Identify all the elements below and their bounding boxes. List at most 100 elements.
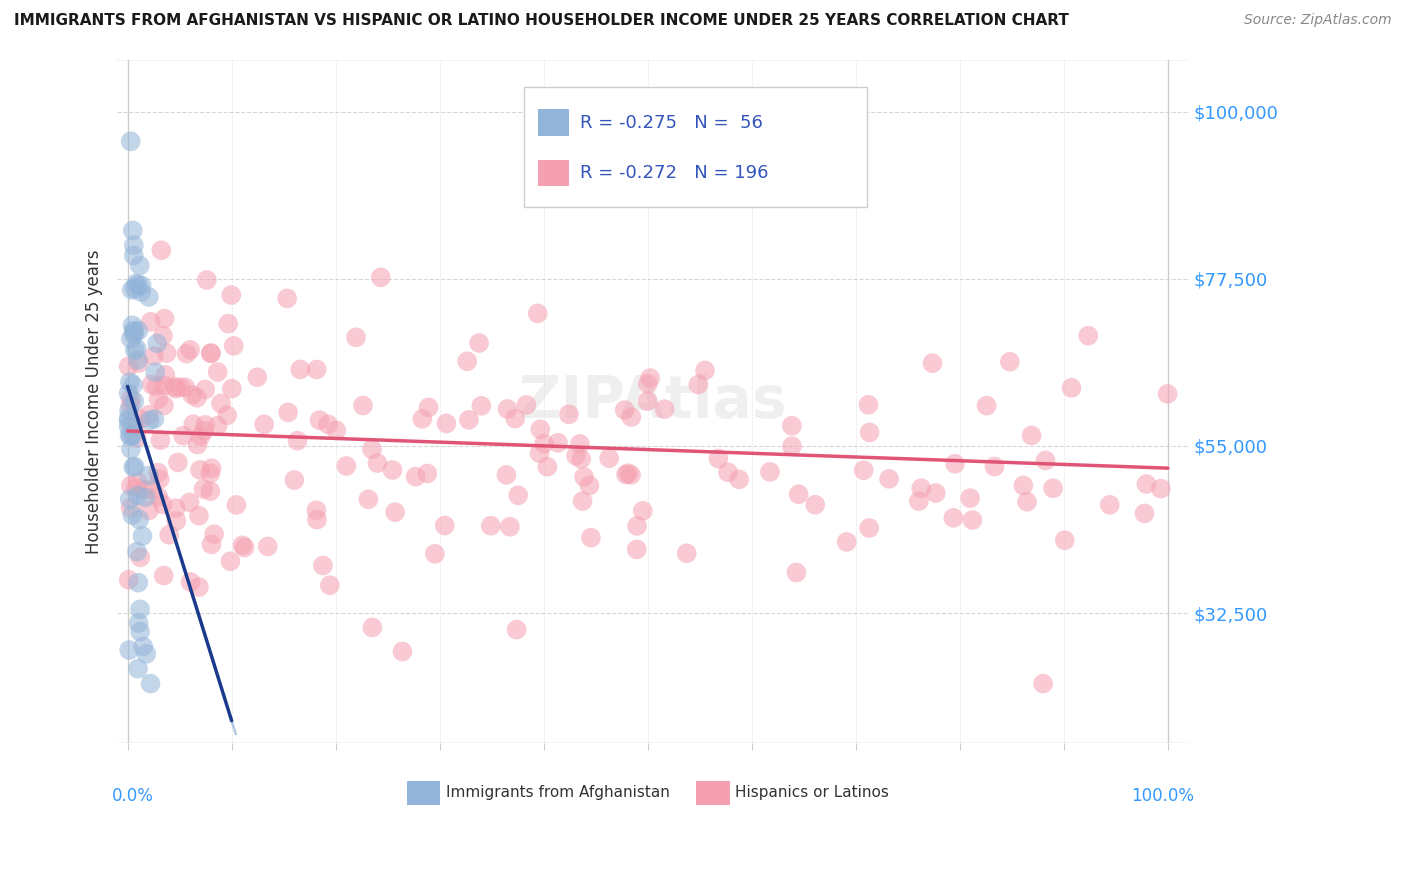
Point	[219, 288, 242, 302]
Point	[411, 412, 433, 426]
Point	[148, 466, 170, 480]
Point	[1053, 533, 1076, 548]
Point	[529, 446, 551, 460]
Text: Source: ZipAtlas.com: Source: ZipAtlas.com	[1244, 13, 1392, 28]
Point	[155, 368, 177, 382]
Point	[620, 467, 643, 482]
Point	[503, 411, 526, 425]
Point	[141, 482, 163, 496]
Point	[707, 451, 730, 466]
Point	[728, 472, 751, 486]
Point	[124, 459, 146, 474]
Point	[146, 336, 169, 351]
Point	[138, 408, 160, 422]
Point	[910, 481, 932, 495]
Point	[174, 380, 197, 394]
Point	[122, 327, 145, 342]
Point	[125, 431, 148, 445]
Point	[305, 512, 328, 526]
Point	[308, 413, 330, 427]
Point	[233, 541, 256, 555]
Point	[122, 324, 145, 338]
Point	[976, 399, 998, 413]
Point	[157, 528, 180, 542]
Point	[384, 505, 406, 519]
Point	[122, 238, 145, 252]
Point	[613, 403, 636, 417]
Point	[209, 396, 232, 410]
Point	[529, 422, 551, 436]
Point	[458, 413, 481, 427]
Point	[180, 574, 202, 589]
Point	[366, 456, 388, 470]
Point	[222, 339, 245, 353]
Point	[163, 380, 186, 394]
Point	[536, 459, 558, 474]
Point	[423, 547, 446, 561]
Point	[127, 277, 149, 292]
Point	[983, 459, 1005, 474]
Point	[150, 244, 173, 258]
Point	[1035, 453, 1057, 467]
Point	[717, 466, 740, 480]
Point	[508, 488, 530, 502]
Point	[118, 428, 141, 442]
Point	[129, 412, 152, 426]
Point	[231, 538, 253, 552]
Point	[381, 463, 404, 477]
Point	[804, 498, 827, 512]
Point	[125, 277, 148, 291]
Point	[207, 418, 229, 433]
Text: R = -0.272   N = 196: R = -0.272 N = 196	[581, 164, 769, 182]
Point	[418, 401, 440, 415]
Point	[598, 451, 620, 466]
Point	[569, 452, 592, 467]
Point	[121, 223, 143, 237]
Point	[759, 465, 782, 479]
Point	[617, 466, 640, 480]
Point	[128, 259, 150, 273]
Point	[495, 467, 517, 482]
Point	[219, 554, 242, 568]
Text: IMMIGRANTS FROM AFGHANISTAN VS HISPANIC OR LATINO HOUSEHOLDER INCOME UNDER 25 YE: IMMIGRANTS FROM AFGHANISTAN VS HISPANIC …	[14, 13, 1069, 29]
Point	[858, 521, 880, 535]
Point	[526, 306, 548, 320]
Point	[129, 285, 152, 299]
Point	[515, 398, 537, 412]
Point	[496, 401, 519, 416]
Point	[225, 498, 247, 512]
Point	[200, 537, 222, 551]
Point	[190, 429, 212, 443]
Point	[120, 332, 142, 346]
Point	[1032, 676, 1054, 690]
Text: Hispanics or Latinos: Hispanics or Latinos	[735, 785, 889, 799]
Point	[578, 478, 600, 492]
Point	[626, 542, 648, 557]
Point	[179, 343, 201, 357]
Point	[319, 578, 342, 592]
Text: R = -0.275   N =  56: R = -0.275 N = 56	[581, 114, 763, 132]
Point	[316, 417, 339, 432]
Point	[1098, 498, 1121, 512]
Point	[499, 520, 522, 534]
Point	[127, 353, 149, 368]
Point	[217, 317, 239, 331]
Point	[416, 467, 439, 481]
Point	[568, 437, 591, 451]
Point	[200, 467, 222, 481]
Point	[165, 382, 187, 396]
Point	[835, 535, 858, 549]
Point	[505, 623, 527, 637]
Point	[579, 531, 602, 545]
Point	[148, 392, 170, 406]
Point	[433, 518, 456, 533]
Point	[1015, 494, 1038, 508]
Point	[132, 640, 155, 654]
Point	[141, 377, 163, 392]
Point	[283, 473, 305, 487]
Point	[637, 394, 659, 409]
Point	[148, 490, 170, 504]
Point	[290, 362, 312, 376]
Point	[138, 468, 160, 483]
Point	[124, 417, 146, 432]
